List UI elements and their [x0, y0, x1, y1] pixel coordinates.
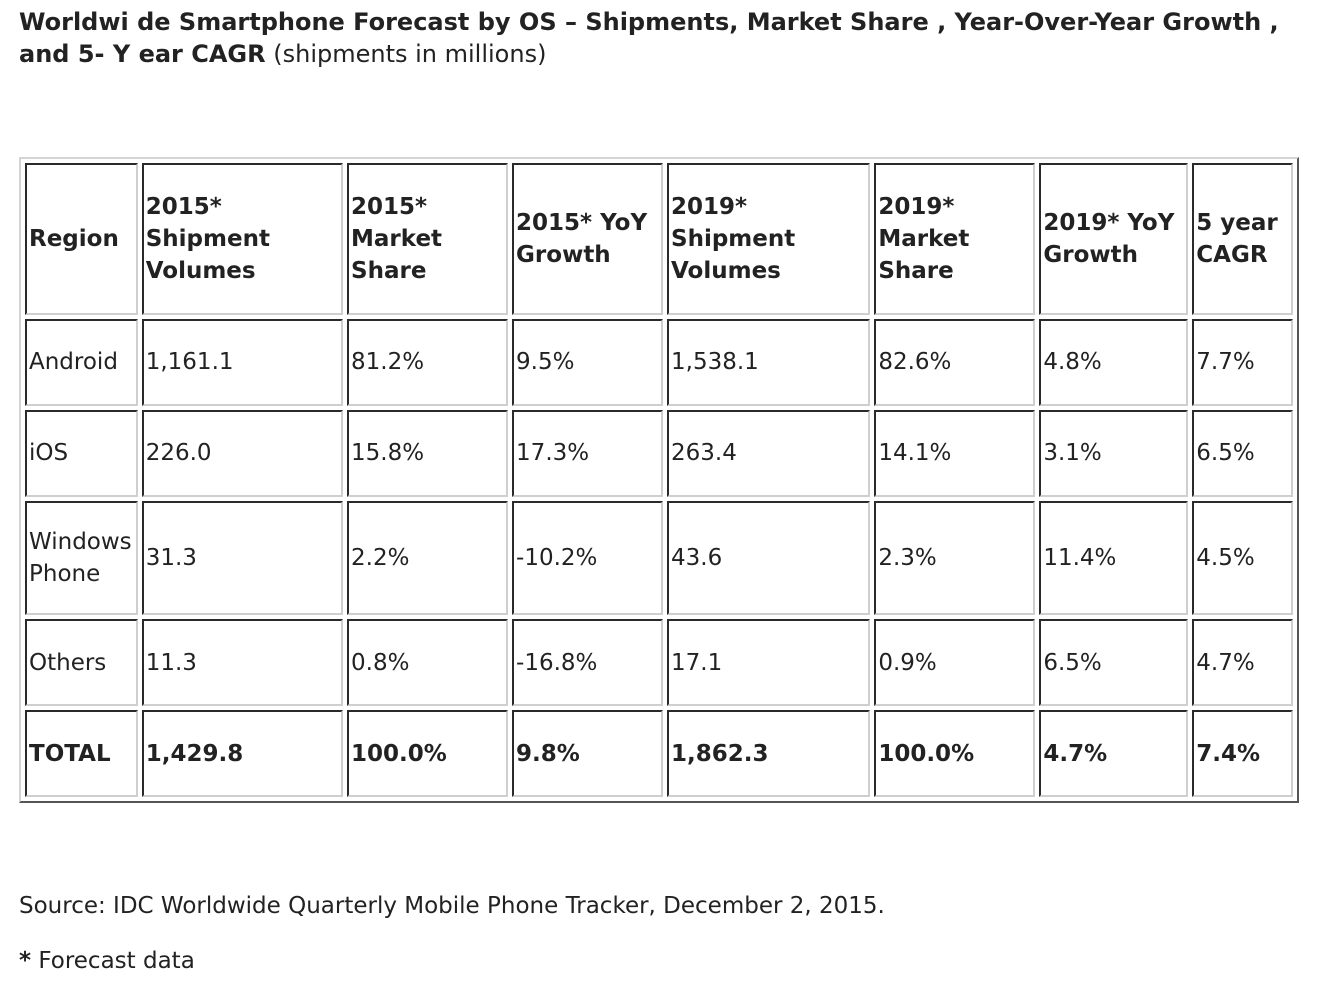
table-cell: 1,538.1 [667, 319, 871, 406]
header-region: Region [25, 163, 138, 315]
header-row: Region 2015* Shipment Volumes 2015* Mark… [25, 163, 1293, 315]
title-unit-note: (shipments in millions) [265, 40, 547, 68]
table-cell: 2.2% [347, 500, 509, 616]
table-cell: Others [25, 619, 138, 707]
table-row: Windows Phone 31.3 2.2% -10.2% 43.6 2.3%… [25, 500, 1293, 616]
header-2015-market-share: 2015* Market Share [347, 163, 509, 315]
table-cell: 11.3 [141, 619, 344, 707]
title-main: Worldwi de Smartphone Forecast by OS – S… [19, 8, 1279, 68]
footnote: * Forecast data [19, 945, 195, 977]
table-cell: 9.5% [512, 319, 664, 406]
table-cell: 7.7% [1192, 319, 1293, 406]
table-cell: Android [25, 319, 138, 406]
table-cell: 43.6 [667, 500, 871, 616]
total-row: TOTAL 1,429.8 100.0% 9.8% 1,862.3 100.0%… [25, 710, 1293, 797]
table-cell: 2.3% [874, 500, 1036, 616]
table-cell: 3.1% [1039, 409, 1189, 497]
footnote-text: Forecast data [31, 948, 195, 974]
table-cell: 14.1% [874, 409, 1036, 497]
table-cell: -10.2% [512, 500, 664, 616]
table-cell: -16.8% [512, 619, 664, 707]
table-row: iOS 226.0 15.8% 17.3% 263.4 14.1% 3.1% 6… [25, 409, 1293, 497]
forecast-table: Region 2015* Shipment Volumes 2015* Mark… [21, 159, 1297, 801]
table-cell: iOS [25, 409, 138, 497]
table-cell: 17.1 [667, 619, 871, 707]
table-cell: 31.3 [141, 500, 344, 616]
table-cell: 4.7% [1192, 619, 1293, 707]
table-row: Others 11.3 0.8% -16.8% 17.1 0.9% 6.5% 4… [25, 619, 1293, 707]
header-2015-shipment-volumes: 2015* Shipment Volumes [141, 163, 344, 315]
table-cell: Windows Phone [25, 500, 138, 616]
table-cell: 0.8% [347, 619, 509, 707]
table-cell: 15.8% [347, 409, 509, 497]
table-cell: 11.4% [1039, 500, 1189, 616]
footnote-asterisk: * [19, 948, 32, 974]
source-note: Source: IDC Worldwide Quarterly Mobile P… [19, 893, 885, 919]
total-cell: 100.0% [347, 710, 509, 797]
total-cell: 1,429.8 [141, 710, 344, 797]
total-cell: 100.0% [874, 710, 1036, 797]
table-cell: 226.0 [141, 409, 344, 497]
table-cell: 82.6% [874, 319, 1036, 406]
table-cell: 6.5% [1192, 409, 1293, 497]
total-cell: 7.4% [1192, 710, 1293, 797]
table-cell: 17.3% [512, 409, 664, 497]
table-cell: 1,161.1 [141, 319, 344, 406]
total-cell: 9.8% [512, 710, 664, 797]
table-cell: 81.2% [347, 319, 509, 406]
total-cell: TOTAL [25, 710, 138, 797]
total-cell: 1,862.3 [667, 710, 871, 797]
header-2019-yoy-growth: 2019* YoY Growth [1039, 163, 1189, 315]
table-cell: 4.5% [1192, 500, 1293, 616]
table-cell: 6.5% [1039, 619, 1189, 707]
header-2015-yoy-growth: 2015* YoY Growth [512, 163, 664, 315]
table-row: Android 1,161.1 81.2% 9.5% 1,538.1 82.6%… [25, 319, 1293, 406]
total-cell: 4.7% [1039, 710, 1189, 797]
table-cell: 263.4 [667, 409, 871, 497]
header-5-year-cagr: 5 year CAGR [1192, 163, 1293, 315]
table-cell: 0.9% [874, 619, 1036, 707]
header-2019-shipment-volumes: 2019* Shipment Volumes [667, 163, 871, 315]
page-title: Worldwi de Smartphone Forecast by OS – S… [19, 6, 1309, 70]
table-cell: 4.8% [1039, 319, 1189, 406]
table-frame [19, 157, 1299, 803]
header-2019-market-share: 2019* Market Share [874, 163, 1036, 315]
